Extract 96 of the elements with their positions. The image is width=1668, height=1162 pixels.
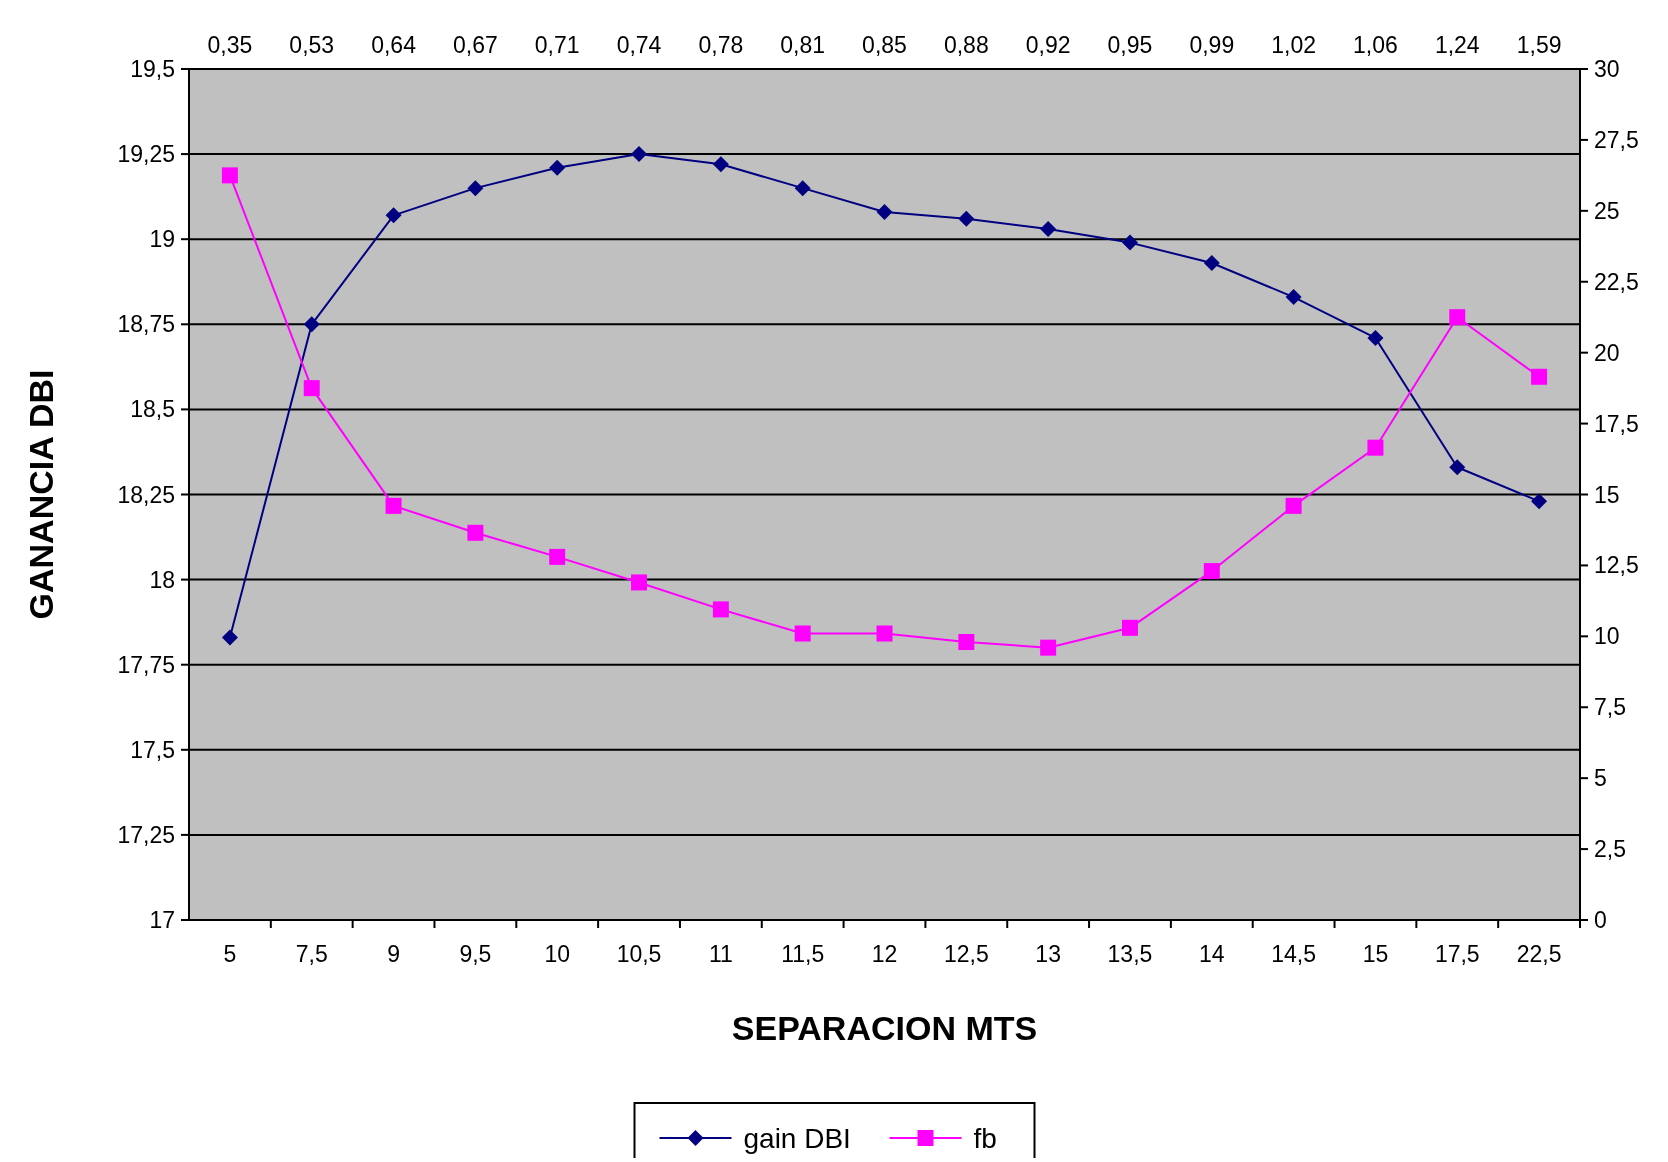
y-axis-title: GANANCIA DBI [22, 369, 60, 620]
point [303, 316, 320, 333]
y-tick-label: 19 [149, 226, 175, 253]
y2-tick-label: 22,5 [1594, 268, 1639, 295]
point [794, 180, 811, 197]
x-tick-label: 10,5 [616, 941, 662, 967]
y2-tick-label: 25 [1594, 197, 1620, 224]
text: 0,35 [207, 32, 253, 58]
y-tick-label: 18,25 [117, 481, 175, 508]
x-tick-label: 9,5 [459, 941, 492, 967]
x-tick-label: 7,5 [295, 941, 328, 967]
text: 0,95 [1107, 32, 1153, 58]
y-tick-label: 18,75 [117, 311, 175, 338]
y2-tick-label: 10 [1594, 623, 1620, 650]
point [1040, 639, 1057, 656]
text: 0,74 [616, 32, 662, 58]
point [1121, 234, 1138, 251]
y-tick-label: 19,25 [117, 141, 175, 168]
point [467, 180, 484, 197]
point [303, 380, 320, 397]
x-tick-label: 9 [387, 941, 400, 967]
text: 0,71 [534, 32, 580, 58]
y2-tick-label: 5 [1594, 765, 1607, 792]
point [712, 601, 729, 618]
text: 0,78 [698, 32, 744, 58]
text: 1,59 [1516, 32, 1562, 58]
point [712, 156, 729, 173]
y2-tick-label: 27,5 [1594, 126, 1639, 153]
legend-label: gain DBI [743, 1122, 851, 1154]
x-axis-title: SEPARACION MTS [731, 1009, 1038, 1047]
y-tick-label: 18,5 [130, 396, 175, 423]
y2-tick-label: 30 [1594, 56, 1620, 83]
x-tick-label: 13,5 [1107, 941, 1153, 967]
point [958, 634, 975, 651]
x-tick-label: 12,5 [943, 941, 989, 967]
point [794, 625, 811, 642]
text: 1,24 [1434, 32, 1480, 58]
x-tick-label: 13 [1035, 941, 1061, 967]
y2-tick-label: 0 [1594, 907, 1607, 934]
point [549, 159, 566, 176]
x-tick-label: 22,5 [1516, 941, 1562, 967]
y2-tick-label: 17,5 [1594, 410, 1639, 437]
point [876, 625, 893, 642]
x-tick-label: 5 [223, 941, 237, 967]
point [221, 167, 238, 184]
point [549, 548, 566, 565]
x-tick-label: 14,5 [1271, 941, 1316, 967]
point [385, 497, 402, 514]
point [1531, 368, 1548, 385]
point [1203, 563, 1220, 580]
legend-label: fb [973, 1122, 997, 1154]
y-tick-label: 17,5 [130, 736, 175, 763]
point [1367, 439, 1384, 456]
point [1449, 309, 1466, 326]
x-tick-label: 11,5 [781, 941, 825, 967]
text: 0,99 [1189, 32, 1235, 58]
text: 0,64 [371, 32, 417, 58]
point [958, 210, 975, 227]
x-tick-label: 17,5 [1434, 941, 1480, 967]
text: 0,88 [943, 32, 989, 58]
x-tick-label: 15 [1362, 941, 1389, 967]
x-tick-label: 11 [708, 941, 733, 967]
point [631, 574, 648, 591]
x-tick-label: 10 [544, 941, 570, 967]
point [1285, 497, 1302, 514]
y2-tick-label: 15 [1594, 481, 1620, 508]
y2-tick-label: 7,5 [1594, 694, 1626, 721]
y-tick-label: 17,75 [117, 651, 175, 678]
y-tick-label: 18 [149, 566, 175, 593]
point [631, 146, 648, 163]
y-tick-label: 17 [149, 907, 175, 934]
text: 0,92 [1025, 32, 1071, 58]
text: 0,67 [453, 32, 498, 58]
point [1449, 459, 1466, 476]
point [876, 203, 893, 220]
point [1285, 289, 1302, 306]
x-tick-label: 12 [871, 941, 898, 967]
point [1531, 493, 1548, 510]
x-tick-label: 14 [1199, 941, 1225, 967]
text: 0,53 [289, 32, 335, 58]
text: 1,02 [1271, 32, 1316, 58]
point [385, 207, 402, 224]
y2-tick-label: 12,5 [1594, 552, 1639, 579]
text: 0,85 [862, 32, 907, 58]
y2-tick-label: 20 [1594, 339, 1620, 366]
y-tick-label: 19,5 [130, 56, 175, 83]
point [1121, 619, 1138, 636]
point [467, 524, 484, 541]
point [1203, 255, 1220, 272]
point [1040, 220, 1057, 237]
text: 0,81 [780, 32, 826, 58]
point [221, 629, 238, 646]
y2-tick-label: 2,5 [1594, 836, 1626, 863]
point [1367, 329, 1384, 346]
text: 1,06 [1353, 32, 1398, 58]
y-tick-label: 17,25 [117, 821, 175, 848]
